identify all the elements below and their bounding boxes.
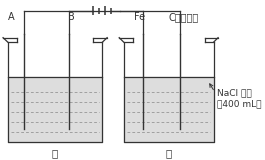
- Bar: [8, 77, 102, 142]
- Text: 甲: 甲: [52, 148, 58, 158]
- Text: B: B: [68, 12, 75, 22]
- Text: A: A: [8, 12, 15, 22]
- Bar: [124, 77, 214, 142]
- Text: Fe: Fe: [134, 12, 145, 22]
- Text: NaCl 溶液
（400 mL）: NaCl 溶液 （400 mL）: [217, 88, 262, 108]
- Text: C（碳棒）: C（碳棒）: [168, 12, 198, 22]
- Text: 乙: 乙: [166, 148, 172, 158]
